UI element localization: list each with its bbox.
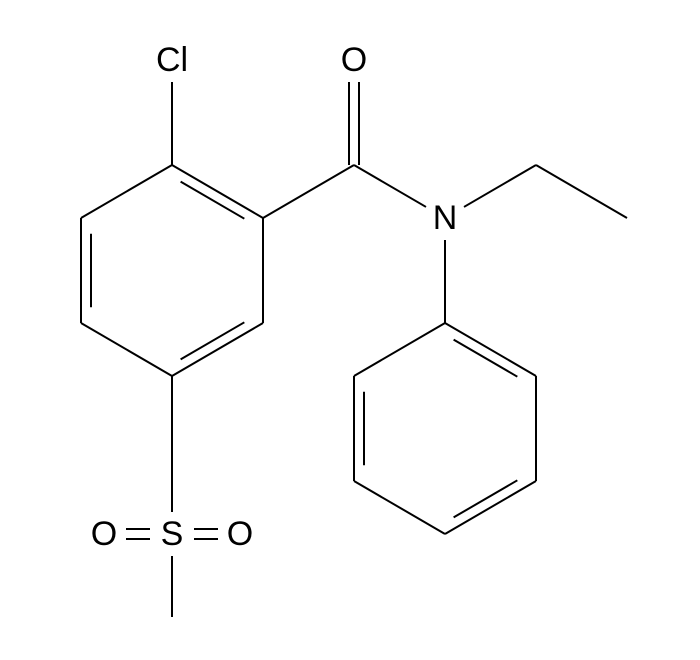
atom-label-o: O bbox=[341, 41, 367, 79]
atom-label-o: O bbox=[91, 515, 117, 553]
atom-label-n: N bbox=[433, 199, 458, 237]
chemical-structure-svg: Cl O N O O S bbox=[0, 0, 700, 660]
atom-label-cl: Cl bbox=[156, 41, 188, 79]
atom-label-o: O bbox=[227, 515, 253, 553]
atom-label-s: S bbox=[161, 515, 184, 553]
